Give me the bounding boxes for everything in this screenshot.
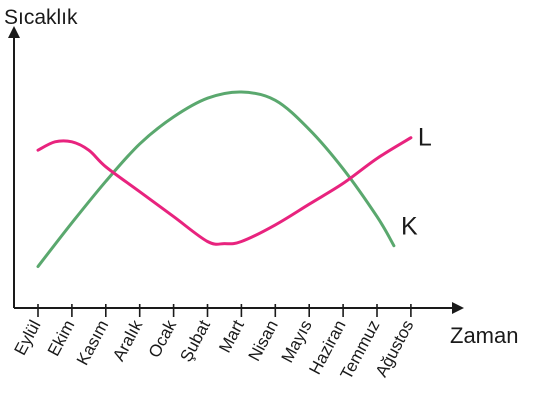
series-label-K: K — [401, 213, 418, 241]
x-tick-label: Ekim — [44, 317, 79, 359]
y-axis-arrowhead — [8, 26, 20, 38]
x-tick-label: Eylül — [10, 317, 44, 358]
y-axis-title: Sıcaklık — [4, 6, 78, 29]
axes — [8, 26, 464, 314]
x-tick-label: Nisan — [245, 317, 282, 364]
series-line-L — [36, 136, 413, 246]
series-label-L: L — [418, 124, 432, 152]
x-tick-label: Aralık — [109, 317, 146, 365]
x-axis-arrowhead — [452, 302, 464, 314]
series-line-K — [36, 90, 396, 268]
series-lines — [36, 90, 413, 268]
x-tick-label: Mart — [215, 317, 248, 356]
x-tick-label: Kasım — [73, 317, 112, 368]
x-axis-ticks — [37, 304, 412, 317]
x-tick-label: Şubat — [176, 317, 214, 365]
x-tick-label: Ocak — [145, 317, 181, 361]
series-labels: KL — [401, 124, 432, 241]
x-axis-title: Zaman — [450, 323, 518, 348]
